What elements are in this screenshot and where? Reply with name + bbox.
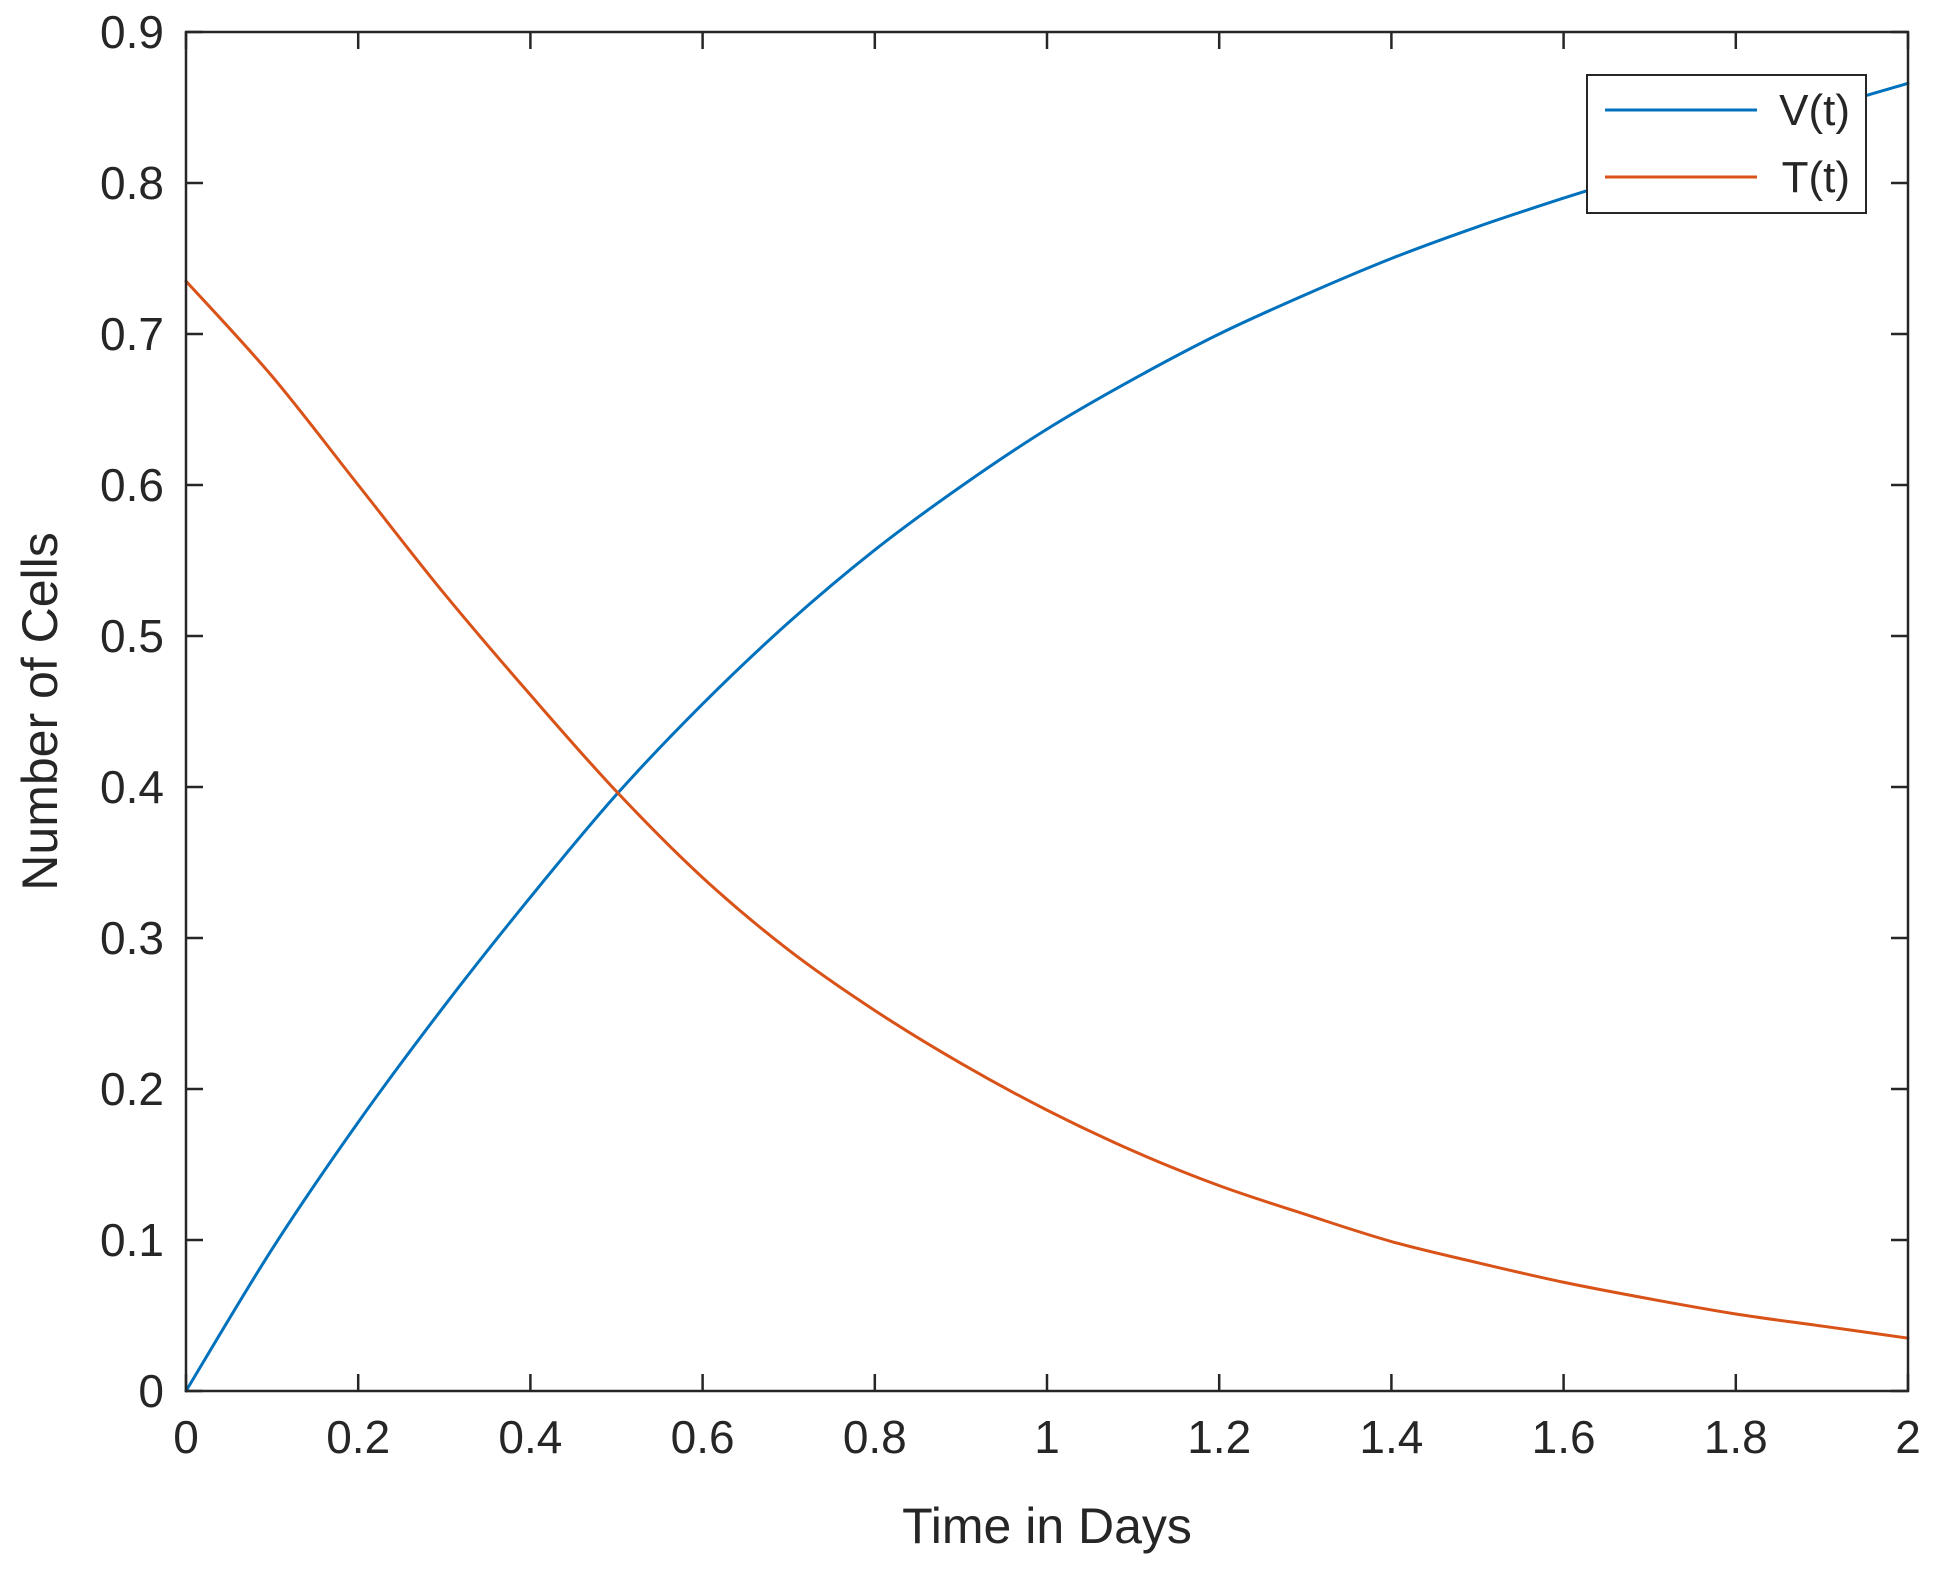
x-tick-label: 0.4	[498, 1411, 562, 1463]
x-tick-label: 0.6	[671, 1411, 735, 1463]
y-axis-title: Number of Cells	[12, 532, 68, 890]
x-tick-label: 1.2	[1187, 1411, 1251, 1463]
plot-frame	[184, 30, 1910, 1393]
y-tick-label: 0.7	[100, 308, 164, 360]
y-tick-label: 0.6	[100, 459, 164, 511]
y-tick-label: 0.2	[100, 1063, 164, 1115]
legend-box	[1586, 74, 1867, 214]
y-tick-labels: 0 0.1 0.2 0.3 0.4 0.5 0.6 0.7 0.8 0.9	[100, 6, 164, 1417]
y-tick-label: 0.1	[100, 1214, 164, 1266]
plot-area	[186, 32, 1908, 1391]
y-tick-label: 0.8	[100, 157, 164, 209]
x-tick-label: 0	[173, 1411, 199, 1463]
y-tick-label: 0.3	[100, 912, 164, 964]
y-tick-label: 0	[138, 1365, 164, 1417]
x-tick-labels: 0 0.2 0.4 0.6 0.8 1 1.2 1.4 1.6 1.8 2	[173, 1411, 1921, 1463]
x-tick-label: 0.8	[843, 1411, 907, 1463]
x-tick-label: 1.4	[1359, 1411, 1423, 1463]
y-tick-label: 0.5	[100, 610, 164, 662]
x-tick-label: 1	[1034, 1411, 1060, 1463]
y-tick-label: 0.9	[100, 6, 164, 58]
legend-label-t-t: T(t)	[1782, 153, 1850, 202]
x-axis-title: Time in Days	[902, 1498, 1192, 1554]
x-tick-label: 2	[1895, 1411, 1921, 1463]
x-tick-label: 1.8	[1704, 1411, 1768, 1463]
x-tick-label: 1.6	[1532, 1411, 1596, 1463]
series-line-t-t	[184, 279, 1910, 1340]
legend: V(t) T(t)	[1586, 74, 1867, 214]
x-tick-label: 0.2	[326, 1411, 390, 1463]
y-tick-label: 0.4	[100, 761, 164, 813]
legend-label-v-t: V(t)	[1779, 86, 1850, 135]
